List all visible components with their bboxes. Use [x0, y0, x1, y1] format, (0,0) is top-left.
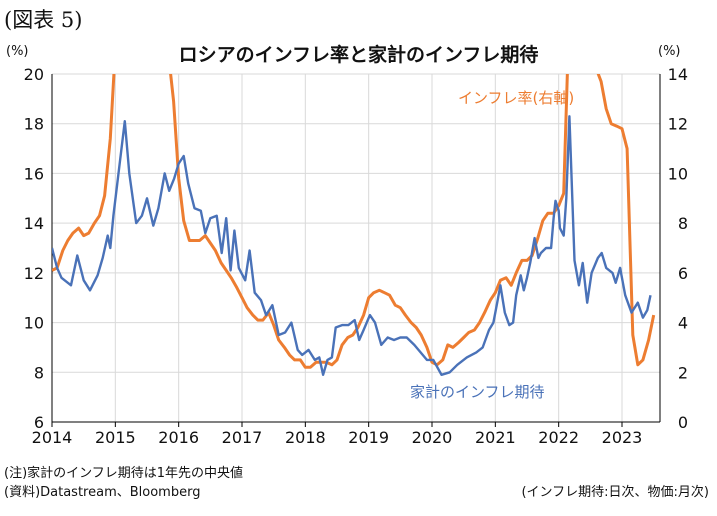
y-right-tick-label: 2 [678, 363, 688, 382]
chart-title: ロシアのインフレ率と家計のインフレ期待 [178, 44, 539, 66]
footnote-note: (注)家計のインフレ期待は1年先の中央値 [4, 466, 244, 481]
y-left-tick-label: 6 [34, 413, 44, 432]
y-left-tick-label: 16 [24, 164, 44, 183]
x-tick-label: 2019 [348, 428, 389, 447]
y-right-tick-label: 10 [668, 164, 688, 183]
household-expectation-line [52, 115, 652, 376]
x-tick-label: 2017 [222, 428, 263, 447]
y-left-tick-label: 18 [24, 115, 44, 134]
y-left-tick-label: 12 [24, 264, 44, 283]
y-right-tick-label: 6 [678, 264, 688, 283]
figure-label: (図表 5) [4, 8, 83, 32]
y-right-tick-label: 12 [668, 115, 688, 134]
series-labels: インフレ率(右軸) 家計のインフレ期待 [410, 89, 574, 401]
x-tick-label: 2023 [602, 428, 643, 447]
y-left-tick-label: 10 [24, 314, 44, 333]
axes: 6 8 10 12 14 16 18 20 0 2 4 6 8 10 12 14 2014 2015 2016 201… [24, 65, 688, 447]
y-left-tick-label: 14 [24, 214, 44, 233]
y-right-tick-label: 4 [678, 314, 688, 333]
y-right-tick-label: 0 [678, 413, 688, 432]
footnote-frequency: (インフレ期待:日次、物価:月次) [521, 485, 709, 500]
y-left-tick-label: 20 [24, 65, 44, 84]
x-tick-label: 2021 [475, 428, 516, 447]
x-tick-label: 2018 [285, 428, 326, 447]
right-axis-unit: (%) [658, 44, 681, 59]
x-tick-label: 2022 [538, 428, 579, 447]
x-tick-label: 2020 [412, 428, 453, 447]
y-left-tick-label: 8 [34, 363, 44, 382]
y-right-tick-label: 8 [678, 214, 688, 233]
inflation-series-label: インフレ率(右軸) [458, 89, 574, 107]
expectation-series-label: 家計のインフレ期待 [410, 383, 545, 401]
x-tick-label: 2016 [158, 428, 199, 447]
series-lines [52, 74, 656, 376]
footnote-source: (資料)Datastream、Bloomberg [4, 485, 201, 500]
x-tick-label: 2014 [32, 428, 73, 447]
left-axis-unit: (%) [6, 44, 29, 59]
x-tick-label: 2015 [95, 428, 136, 447]
inflation-rate-line [52, 74, 656, 369]
y-right-tick-label: 14 [668, 65, 688, 84]
